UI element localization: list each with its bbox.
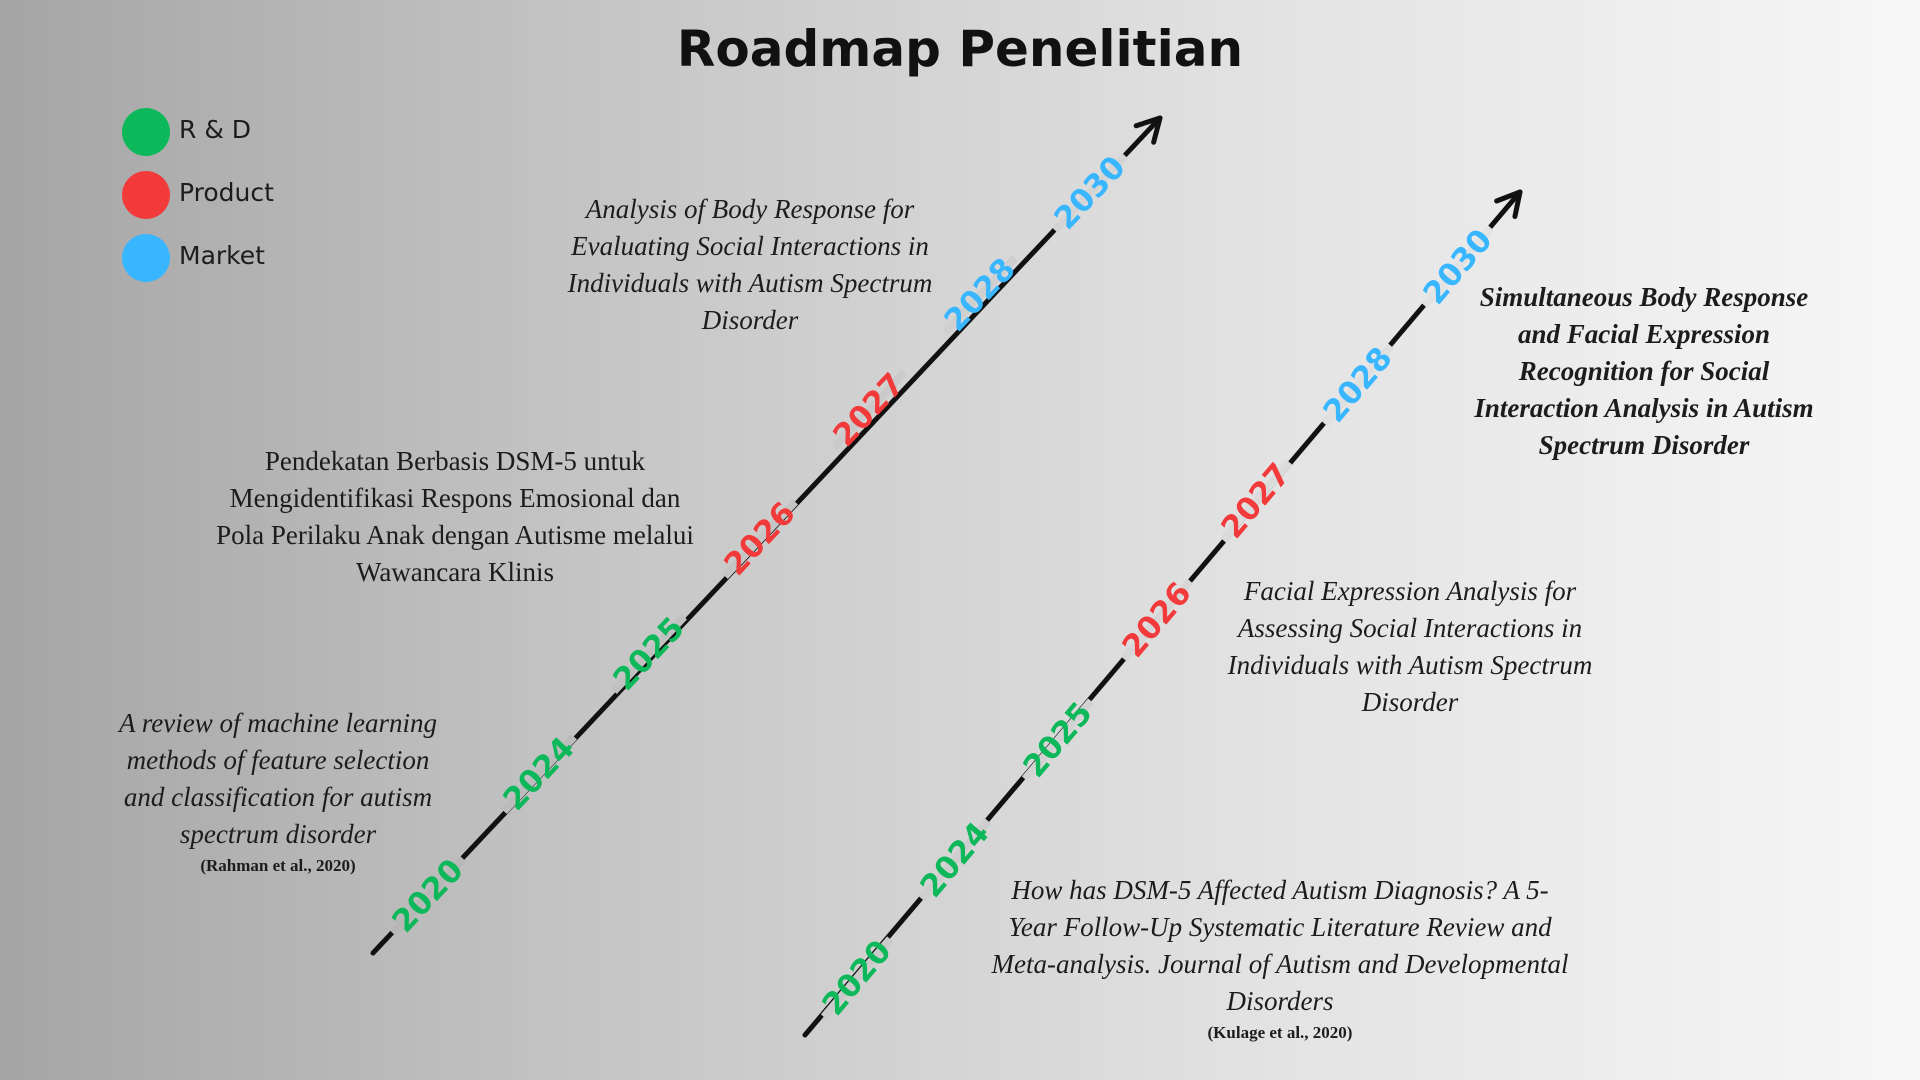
page-title: Roadmap Penelitian	[676, 20, 1244, 78]
dsm-effect-citation: (Kulage et al., 2020)	[1207, 1023, 1353, 1042]
line-gap-mask	[820, 936, 894, 1020]
legend-label-market: Market	[179, 241, 265, 270]
line-gap-mask	[831, 370, 907, 450]
facial-expression-text: Facial Expression Analysis for Assessing…	[1227, 576, 1593, 717]
dsm-approach-text: Pendekatan Berbasis DSM-5 untuk Mengiden…	[216, 446, 694, 587]
milestone-year-2027: 2027	[826, 366, 911, 453]
dsm-effect-block: How has DSM-5 Affected Autism Diagnosis?…	[990, 872, 1570, 1044]
milestone-year-2026: 2026	[1115, 575, 1198, 664]
line-gap-mask	[1021, 698, 1095, 782]
arrow-head-icon	[1133, 115, 1163, 145]
legend-label-rnd: R & D	[179, 115, 252, 144]
milestone-year-2025: 2025	[606, 610, 691, 697]
milestone-year-2020: 2020	[815, 933, 898, 1022]
market-color-dot	[122, 234, 170, 282]
dsm-approach-block: Pendekatan Berbasis DSM-5 untuk Mengiden…	[215, 443, 695, 591]
milestone-year-2024: 2024	[913, 815, 996, 904]
milestone-year-2027: 2027	[1214, 456, 1297, 545]
review-citation: (Rahman et al., 2020)	[200, 856, 356, 875]
simultaneous-text: Simultaneous Body Response and Facial Ex…	[1474, 282, 1814, 460]
line-gap-mask	[501, 734, 577, 814]
line-gap-mask	[390, 856, 466, 936]
milestone-year-2025: 2025	[1016, 695, 1099, 784]
product-color-dot	[122, 171, 170, 219]
milestone-year-2026: 2026	[717, 495, 802, 582]
milestone-year-2030: 2030	[1047, 149, 1132, 236]
line-gap-mask	[1120, 578, 1194, 662]
arrow-head-icon	[1494, 189, 1523, 220]
simultaneous-block: Simultaneous Body Response and Facial Ex…	[1470, 279, 1818, 464]
dsm-effect-title: How has DSM-5 Affected Autism Diagnosis?…	[991, 875, 1569, 1016]
line-gap-mask	[1321, 343, 1395, 427]
line-gap-mask	[918, 818, 992, 902]
body-response-block: Analysis of Body Response for Evaluating…	[560, 191, 940, 339]
line-gap-mask	[942, 255, 1018, 335]
review-block: A review of machine learning methods of …	[118, 705, 438, 877]
line-gap-mask	[722, 499, 798, 579]
milestone-year-2028: 2028	[937, 251, 1022, 338]
body-response-text: Analysis of Body Response for Evaluating…	[567, 194, 933, 335]
milestone-year-2028: 2028	[1316, 340, 1399, 429]
line-gap-mask	[611, 614, 687, 694]
legend-label-product: Product	[179, 178, 274, 207]
rnd-color-dot	[122, 108, 170, 156]
line-gap-mask	[1421, 225, 1495, 309]
line-gap-mask	[1052, 153, 1128, 233]
review-title: A review of machine learning methods of …	[119, 708, 437, 849]
milestone-year-2024: 2024	[496, 730, 581, 817]
line-gap-mask	[1219, 459, 1293, 543]
facial-expression-block: Facial Expression Analysis for Assessing…	[1225, 573, 1595, 721]
